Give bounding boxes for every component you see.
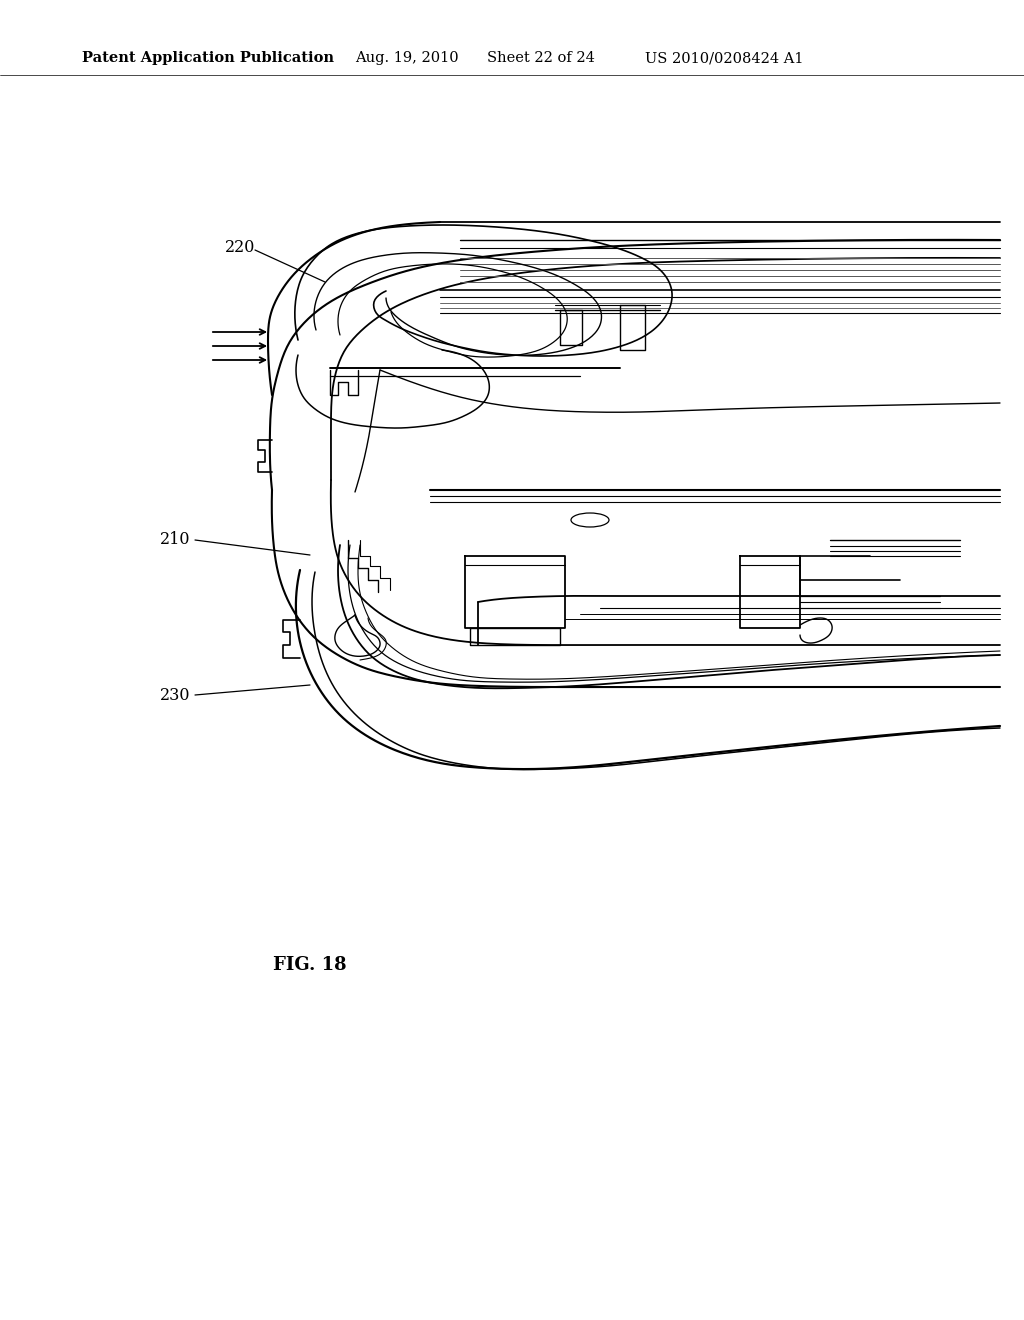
Text: 220: 220 — [225, 239, 255, 256]
Text: US 2010/0208424 A1: US 2010/0208424 A1 — [645, 51, 804, 65]
Text: 210: 210 — [160, 532, 190, 549]
Text: 230: 230 — [160, 686, 190, 704]
Text: FIG. 18: FIG. 18 — [273, 956, 347, 974]
Text: Patent Application Publication: Patent Application Publication — [82, 51, 334, 65]
Text: Sheet 22 of 24: Sheet 22 of 24 — [487, 51, 595, 65]
Text: Aug. 19, 2010: Aug. 19, 2010 — [355, 51, 459, 65]
